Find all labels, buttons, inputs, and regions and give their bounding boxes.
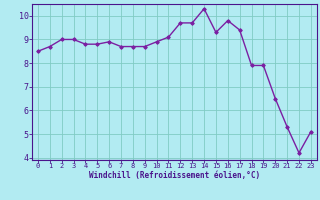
X-axis label: Windchill (Refroidissement éolien,°C): Windchill (Refroidissement éolien,°C) [89, 171, 260, 180]
